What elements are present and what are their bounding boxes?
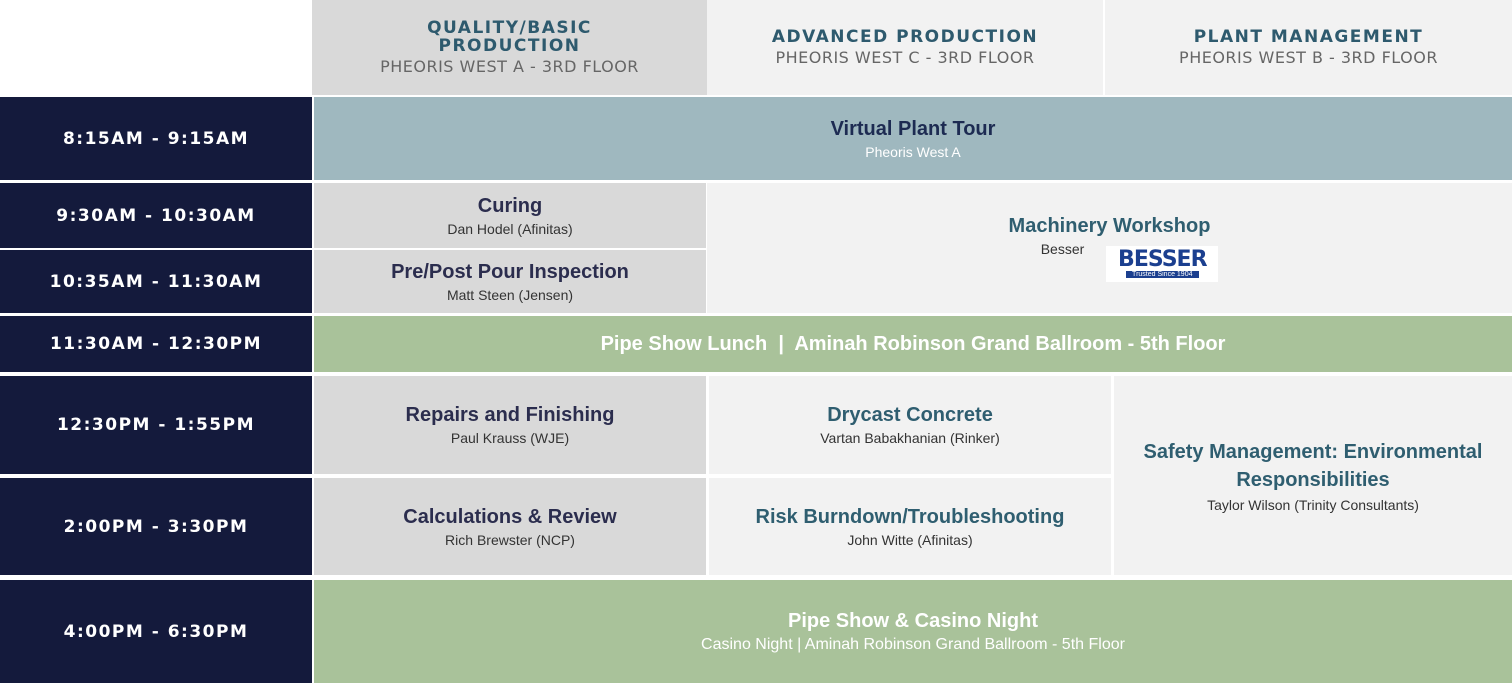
time-slot: 10:35AM - 11:30AM — [0, 250, 312, 313]
session-detail: Besser — [1040, 240, 1085, 257]
column-location: PHEORIS WEST B - 3RD FLOOR — [1179, 48, 1438, 67]
session: Virtual Plant Tour Pheoris West A — [314, 97, 1512, 180]
session-detail: Vartan Babakhanian (Rinker) — [820, 430, 1000, 446]
session-title: Safety Management: Environmental Respons… — [1143, 441, 1483, 491]
session: Repairs and Finishing Paul Krauss (WJE) — [314, 376, 706, 474]
session: Safety Management: Environmental Respons… — [1114, 376, 1512, 575]
session: Calculations & Review Rich Brewster (NCP) — [314, 478, 706, 575]
session-title: Pipe Show & Casino Night — [787, 609, 1038, 632]
column-header: PLANT MANAGEMENT PHEORIS WEST B - 3RD FLO… — [1105, 0, 1512, 95]
session-detail: Pheoris West A — [865, 143, 961, 160]
session: Pipe Show & Casino Night Casino Night | A… — [314, 580, 1512, 683]
session-title: Drycast Concrete — [827, 404, 993, 426]
time-slot: 8:15AM - 9:15AM — [0, 97, 312, 180]
session-detail: Paul Krauss (WJE) — [450, 430, 570, 446]
session-detail: John Witte (Afinitas) — [847, 531, 973, 548]
column-title: PLANT MANAGEMENT — [1193, 27, 1424, 47]
column-header: QUALITY/BASIC PRODUCTION PHEORIS WEST A -… — [312, 0, 707, 95]
session-title: Calculations & Review — [403, 505, 617, 528]
time-slot: 2:00PM - 3:30PM — [0, 478, 312, 575]
session-detail: Rich Brewster (NCP) — [445, 531, 575, 548]
session-detail: Taylor Wilson (Trinity Consultants) — [1207, 497, 1419, 513]
session-title: Risk Burndown/Troubleshooting — [755, 505, 1065, 528]
session: Drycast Concrete Vartan Babakhanian (Rink… — [709, 376, 1111, 474]
session: Pipe Show Lunch | Aminah Robinson Grand … — [314, 316, 1512, 372]
column-title: QUALITY/BASIC PRODUCTION — [427, 18, 592, 56]
column-location: PHEORIS WEST C - 3RD FLOOR — [775, 48, 1035, 67]
session: Risk Burndown/Troubleshooting John Witte … — [709, 478, 1111, 575]
logo-tagline: Trusted Since 1904 — [1126, 271, 1199, 278]
session-detail: Dan Hodel (Afinitas) — [447, 220, 573, 237]
detail-row: Besser BESSER Trusted Since 1904 — [1041, 238, 1219, 282]
session: Pre/Post Pour Inspection Matt Steen (Jens… — [314, 250, 706, 313]
session: Curing Dan Hodel (Afinitas) — [314, 183, 706, 248]
time-slot: 12:30PM - 1:55PM — [0, 376, 312, 474]
session-title: Pre/Post Pour Inspection — [391, 260, 629, 283]
logo-text: BESSER — [1118, 247, 1207, 272]
session-title: Curing — [477, 194, 543, 217]
session-title: Repairs and Finishing — [405, 404, 615, 426]
logo: BESSER Trusted Since 1904 — [1106, 245, 1219, 282]
column-title: ADVANCED PRODUCTION — [771, 27, 1039, 47]
session: Machinery Workshop Besser BESSER Trusted … — [707, 183, 1512, 313]
session-detail: Casino Night | Aminah Robinson Grand Bal… — [701, 635, 1125, 653]
session-detail: Matt Steen (Jensen) — [446, 286, 574, 303]
time-slot: 9:30AM - 10:30AM — [0, 183, 312, 248]
column-header: ADVANCED PRODUCTION PHEORIS WEST C - 3RD … — [707, 0, 1103, 95]
time-slot: 11:30AM - 12:30PM — [0, 316, 312, 372]
session-title: Virtual Plant Tour — [830, 117, 996, 140]
column-location: PHEORIS WEST A - 3RD FLOOR — [380, 57, 639, 76]
time-slot: 4:00PM - 6:30PM — [0, 580, 312, 683]
session-title: Pipe Show Lunch | Aminah Robinson Grand … — [600, 332, 1226, 355]
session-title: Machinery Workshop — [1008, 214, 1211, 237]
